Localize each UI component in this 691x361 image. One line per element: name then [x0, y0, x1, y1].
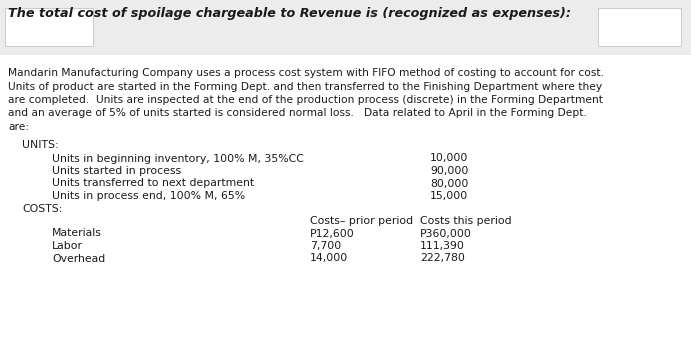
Text: P360,000: P360,000 [420, 229, 472, 239]
Text: Units started in process: Units started in process [52, 166, 181, 176]
Text: are:: are: [8, 122, 29, 132]
Text: Units transferred to next department: Units transferred to next department [52, 178, 254, 188]
Text: 90,000: 90,000 [430, 166, 468, 176]
Text: 222,780: 222,780 [420, 253, 465, 264]
Text: 7,700: 7,700 [310, 241, 341, 251]
Text: Units in beginning inventory, 100% M, 35%CC: Units in beginning inventory, 100% M, 35… [52, 153, 304, 164]
Bar [0, 55, 691, 361]
Text: 111,390: 111,390 [420, 241, 465, 251]
Text: 80,000: 80,000 [430, 178, 468, 188]
Bar [5, 8, 93, 46]
Text: are completed.  Units are inspected at the end of the production process (discre: are completed. Units are inspected at th… [8, 95, 603, 105]
Text: The total cost of spoilage chargeable to Revenue is (recognized as expenses):: The total cost of spoilage chargeable to… [8, 7, 571, 20]
Text: and an average of 5% of units started is considered normal loss.   Data related : and an average of 5% of units started is… [8, 109, 587, 118]
Text: 15,000: 15,000 [430, 191, 468, 201]
Text: UNITS:: UNITS: [22, 140, 59, 151]
Text: P12,600: P12,600 [310, 229, 354, 239]
Text: Mandarin Manufacturing Company uses a process cost system with FIFO method of co: Mandarin Manufacturing Company uses a pr… [8, 68, 604, 78]
Text: 14,000: 14,000 [310, 253, 348, 264]
Text: Overhead: Overhead [52, 253, 105, 264]
Text: Costs– prior period: Costs– prior period [310, 216, 413, 226]
Text: Materials: Materials [52, 229, 102, 239]
Text: Units in process end, 100% M, 65%: Units in process end, 100% M, 65% [52, 191, 245, 201]
Bar [0, 0, 691, 55]
Text: COSTS:: COSTS: [22, 204, 62, 213]
Bar [598, 8, 681, 46]
Text: Units of product are started in the Forming Dept. and then transferred to the Fi: Units of product are started in the Form… [8, 82, 602, 91]
Text: Costs this period: Costs this period [420, 216, 511, 226]
Text: Labor: Labor [52, 241, 83, 251]
Text: 10,000: 10,000 [430, 153, 468, 164]
